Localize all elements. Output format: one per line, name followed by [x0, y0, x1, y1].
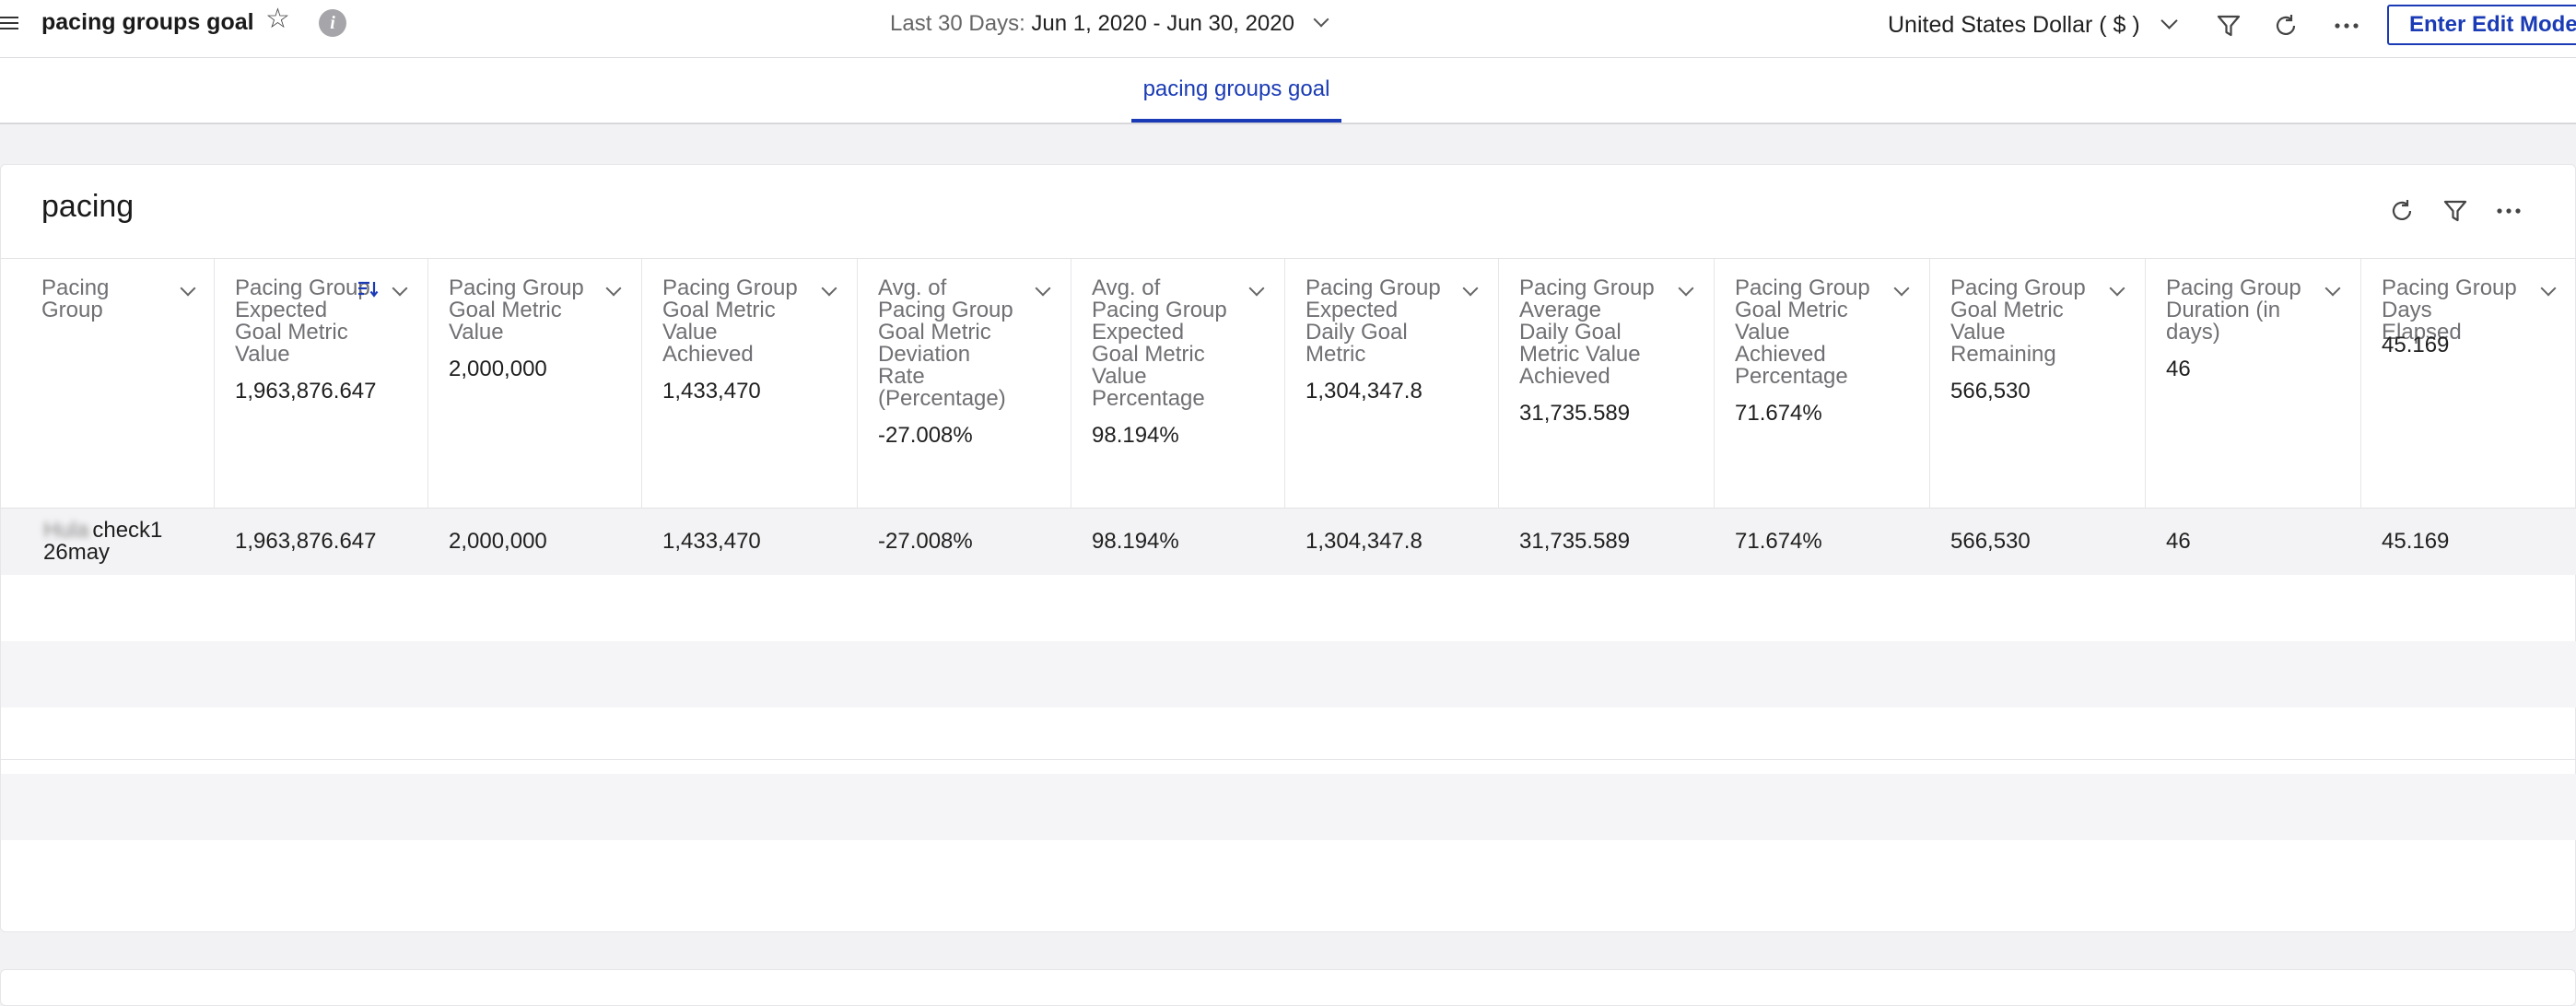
column-header-pacing-group[interactable]: Pacing Group: [1, 259, 215, 509]
column-header[interactable]: Pacing Group Average Daily Goal Metric V…: [1499, 259, 1715, 509]
column-label: Avg. of Pacing Group Goal Metric Deviati…: [878, 275, 1013, 411]
table-cell: 31,735.589: [1519, 529, 1631, 554]
table-cell: 2,000,000: [449, 529, 547, 554]
empty-row: [1, 641, 2576, 708]
column-label: Pacing Group Expected Goal Metric Value: [235, 275, 370, 367]
table-cell: -27.008%: [878, 529, 973, 554]
menu-icon[interactable]: [0, 13, 20, 33]
divider: [1, 759, 2576, 760]
refresh-icon[interactable]: [2269, 9, 2302, 42]
column-header[interactable]: Pacing Group Days Elapsed 45.169: [2361, 259, 2576, 509]
chevron-down-icon[interactable]: [1678, 280, 1694, 297]
widget-refresh-icon[interactable]: [2385, 194, 2418, 228]
table-cell: 1,963,876.647: [235, 529, 377, 554]
table-cell: 45.169: [2382, 529, 2450, 554]
chevron-down-icon[interactable]: [1035, 280, 1051, 297]
chevron-down-icon[interactable]: [1893, 280, 1910, 297]
sort-icon[interactable]: [357, 279, 379, 299]
table-cell: 98.194%: [1092, 529, 1179, 554]
column-total: 566,530: [1950, 379, 2031, 404]
page-title: pacing groups goal: [41, 9, 254, 35]
column-label: Pacing Group Goal Metric Value: [449, 275, 584, 345]
widget-more-options-icon[interactable]: [2492, 194, 2525, 228]
column-total: 98.194%: [1092, 423, 1179, 448]
pacing-widget: pacing Pacing Group Pacing Group Expecte…: [0, 164, 2576, 932]
redacted-text: Hula: [43, 518, 89, 543]
chevron-down-icon[interactable]: [2109, 280, 2125, 297]
info-icon[interactable]: i: [319, 9, 346, 37]
column-total: 2,000,000: [449, 357, 547, 381]
column-label: Pacing Group Duration (in days): [2166, 275, 2301, 345]
table-cell: 46: [2166, 529, 2191, 554]
column-total: 31,735.589: [1519, 401, 1631, 426]
column-header[interactable]: Pacing Group Goal Metric Value Achieved …: [1715, 259, 1930, 509]
date-range-value: Jun 1, 2020 - Jun 30, 2020: [1031, 11, 1294, 36]
empty-row: [1, 708, 2576, 774]
column-header[interactable]: Pacing Group Expected Goal Metric Value …: [215, 259, 428, 509]
pacing-group-name-line2: 26may: [43, 540, 111, 565]
pacing-table: Pacing Group Pacing Group Expected Goal …: [1, 258, 2576, 840]
table-header: Pacing Group Pacing Group Expected Goal …: [1, 258, 2576, 509]
column-label: Pacing Group Goal Metric Value Achieved: [662, 275, 798, 367]
date-range-prefix: Last 30 Days:: [890, 11, 1025, 36]
more-options-icon[interactable]: [2330, 9, 2363, 42]
empty-row: [1, 774, 2576, 840]
filter-icon[interactable]: [2212, 9, 2245, 42]
column-total: 45.169: [2382, 333, 2450, 357]
chevron-down-icon[interactable]: [2540, 280, 2557, 297]
next-widget: [0, 969, 2576, 1006]
tab-bar: pacing groups goal: [0, 58, 2576, 124]
chevron-down-icon[interactable]: [1248, 280, 1265, 297]
chevron-down-icon[interactable]: [821, 280, 837, 297]
table-cell: 1,433,470: [662, 529, 761, 554]
star-icon[interactable]: ☆: [265, 4, 290, 34]
top-header: pacing groups goal ☆ i Last 30 Days: Jun…: [0, 0, 2576, 58]
column-header[interactable]: Avg. of Pacing Group Goal Metric Deviati…: [858, 259, 1071, 509]
currency-selector[interactable]: United States Dollar ( $ ): [1888, 12, 2178, 39]
enter-edit-mode-button[interactable]: Enter Edit Mode: [2387, 5, 2576, 45]
column-label: Pacing Group: [41, 275, 110, 322]
table-cell: 71.674%: [1735, 529, 1822, 554]
column-header[interactable]: Pacing Group Goal Metric Value Achieved …: [642, 259, 858, 509]
column-total: 1,304,347.8: [1306, 379, 1423, 404]
column-header[interactable]: Pacing Group Goal Metric Value Remaining…: [1930, 259, 2146, 509]
chevron-down-icon: [2160, 12, 2178, 29]
column-label: Avg. of Pacing Group Expected Goal Metri…: [1092, 275, 1227, 411]
pacing-group-cell: Hula check1 26may: [23, 509, 215, 575]
tab-pacing-groups-goal[interactable]: pacing groups goal: [1142, 76, 1330, 101]
column-header[interactable]: Pacing Group Expected Daily Goal Metric …: [1285, 259, 1499, 509]
column-header[interactable]: Avg. of Pacing Group Expected Goal Metri…: [1071, 259, 1285, 509]
widget-title: pacing: [41, 189, 135, 224]
currency-value: United States Dollar ( $ ): [1888, 12, 2140, 38]
pacing-group-name-line1: check1: [92, 518, 163, 543]
column-header[interactable]: Pacing Group Goal Metric Value 2,000,000: [428, 259, 642, 509]
column-total: -27.008%: [878, 423, 973, 448]
active-tab-indicator: [1131, 119, 1341, 123]
chevron-down-icon[interactable]: [392, 280, 408, 297]
table-cell: 566,530: [1950, 529, 2031, 554]
column-total: 1,963,876.647: [235, 379, 377, 404]
table-cell: 1,304,347.8: [1306, 529, 1423, 554]
table-row[interactable]: Hula check1 26may 1,963,876.647 2,000,000…: [1, 509, 2576, 575]
column-header[interactable]: Pacing Group Duration (in days) 46: [2146, 259, 2361, 509]
column-label: Pacing Group Goal Metric Value Remaining: [1950, 275, 2086, 367]
column-total: 71.674%: [1735, 401, 1822, 426]
column-label: Pacing Group Goal Metric Value Achieved …: [1735, 275, 1870, 389]
chevron-down-icon[interactable]: [1462, 280, 1479, 297]
column-total: 46: [2166, 357, 2191, 381]
column-label: Pacing Group Days Elapsed: [2382, 275, 2517, 345]
widget-filter-icon[interactable]: [2439, 194, 2472, 228]
column-label: Pacing Group Expected Daily Goal Metric: [1306, 275, 1441, 367]
column-total: 1,433,470: [662, 379, 761, 404]
chevron-down-icon: [1313, 11, 1329, 28]
column-label: Pacing Group Average Daily Goal Metric V…: [1519, 275, 1655, 389]
date-range-picker[interactable]: Last 30 Days: Jun 1, 2020 - Jun 30, 2020: [890, 11, 1329, 37]
pacing-group-name: Hula check1 26may: [43, 520, 162, 564]
chevron-down-icon[interactable]: [180, 280, 196, 297]
chevron-down-icon[interactable]: [605, 280, 622, 297]
chevron-down-icon[interactable]: [2324, 280, 2341, 297]
empty-row: [1, 575, 2576, 641]
